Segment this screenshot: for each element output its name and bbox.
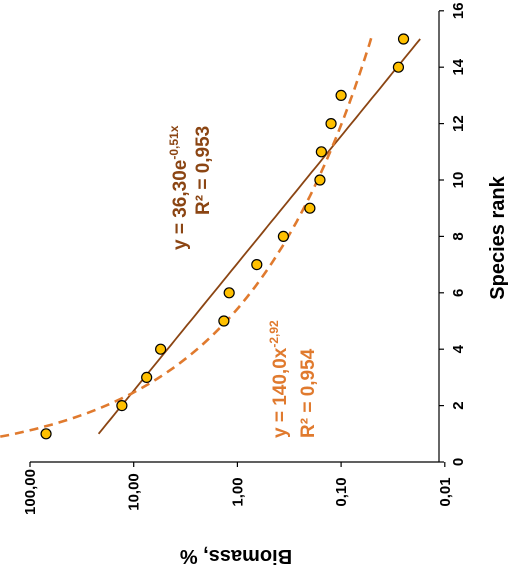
fit-equations: y = 36,30e-0,51x R² = 0,953 y = 140,0x-2,9… <box>167 125 319 438</box>
fit-r-squared: R² = 0,954 <box>298 348 319 438</box>
data-point <box>142 372 152 382</box>
data-points <box>41 34 408 439</box>
data-point <box>156 344 166 354</box>
data-point <box>117 401 127 411</box>
x-tick-label: 16 <box>450 2 467 19</box>
data-point <box>399 34 409 44</box>
y-tick-labels: 100,00 10,00 1,00 0,10 0,01 <box>22 462 454 515</box>
x-tick-label: 10 <box>450 172 467 189</box>
y-tick-label: 100,00 <box>22 469 39 515</box>
data-point <box>41 429 51 439</box>
y-axis-title: Biomass, % <box>180 545 292 567</box>
data-point <box>316 147 326 157</box>
x-tick-label: 4 <box>450 344 467 353</box>
fit-r-squared: R² = 0,953 <box>193 126 214 215</box>
y-tick-label: 10,00 <box>126 473 143 511</box>
x-tick-label: 8 <box>450 232 467 240</box>
x-tick-label: 6 <box>450 289 467 297</box>
data-point <box>326 119 336 129</box>
data-point <box>224 288 234 298</box>
data-point <box>219 316 229 326</box>
x-tick-label: 2 <box>450 401 467 409</box>
fit-equation: y = 140,0x-2,92 <box>267 320 291 438</box>
data-point <box>278 231 288 241</box>
data-point <box>315 175 325 185</box>
x-tick-labels: 0 2 4 6 8 10 12 14 16 <box>439 2 467 466</box>
x-tick-label: 0 <box>450 458 467 466</box>
x-axis-title: Species rank <box>487 175 509 299</box>
y-tick-label: 0,01 <box>437 477 454 506</box>
y-tick-label: 0,10 <box>333 477 350 506</box>
data-point <box>393 62 403 72</box>
data-point <box>336 90 346 100</box>
fit-equation: y = 36,30e-0,51x <box>167 125 191 250</box>
y-tick-label: 1,00 <box>229 477 246 506</box>
x-tick-label: 12 <box>450 115 467 132</box>
fit-lines <box>0 33 420 439</box>
data-point <box>252 260 262 270</box>
x-tick-label: 14 <box>450 58 467 75</box>
data-point <box>305 203 315 213</box>
axes <box>30 11 439 462</box>
